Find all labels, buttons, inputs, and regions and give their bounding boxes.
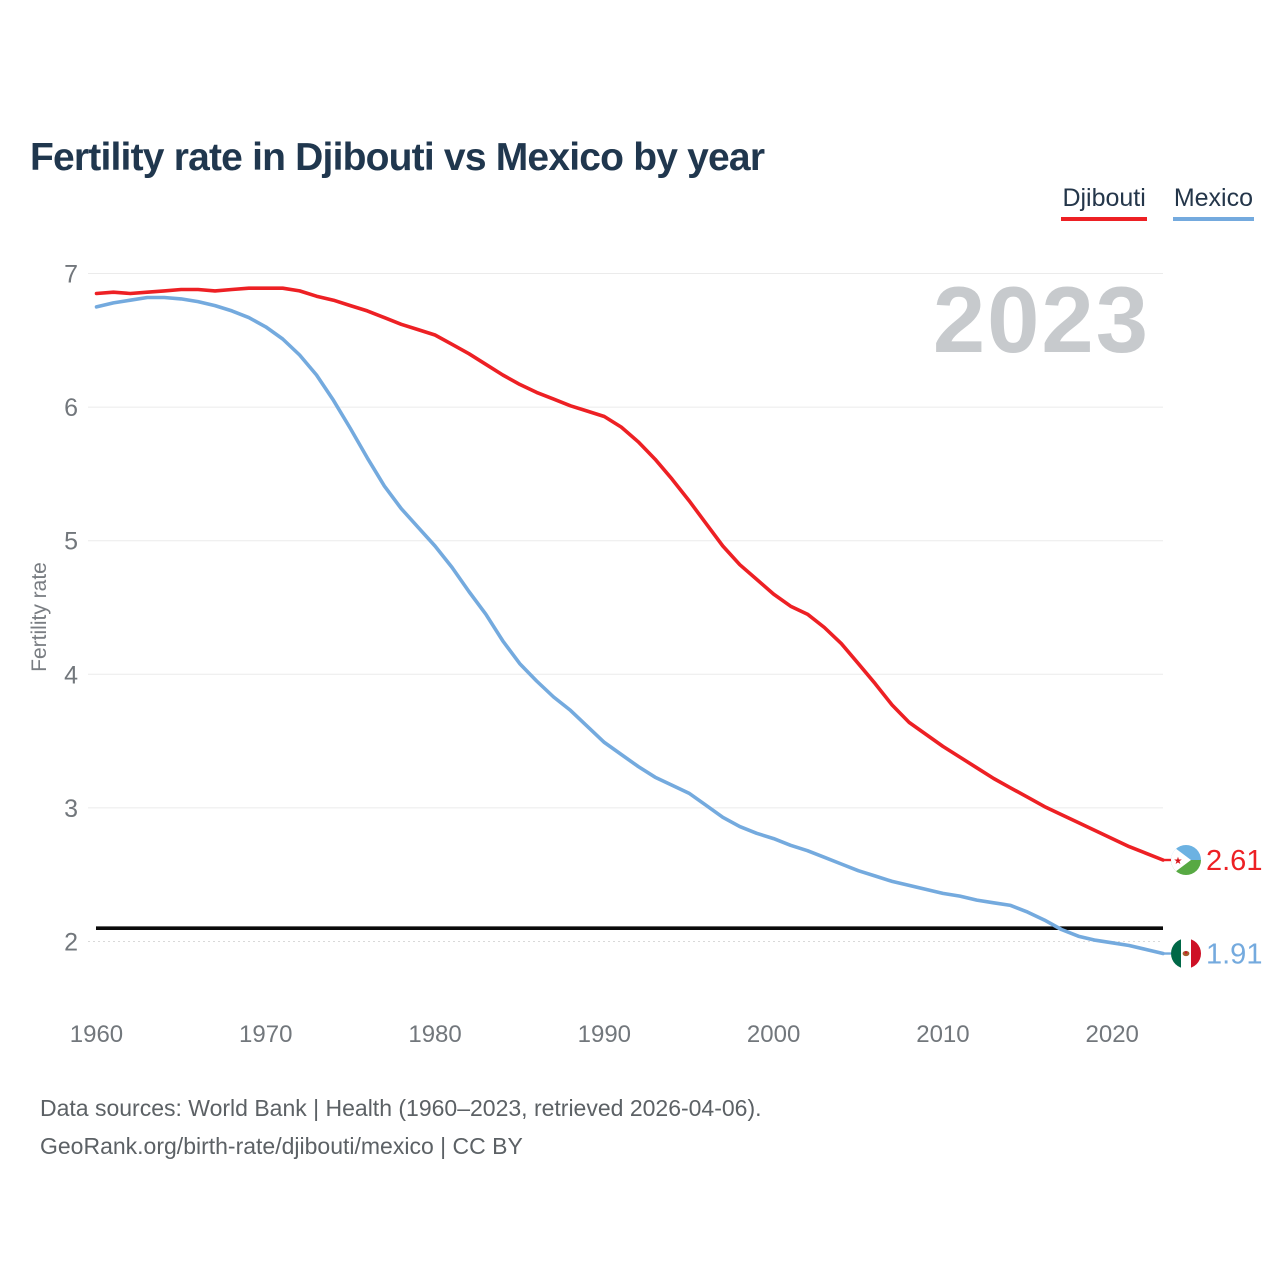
legend-item-djibouti[interactable]: Djibouti	[1061, 184, 1147, 221]
legend-item-mexico[interactable]: Mexico	[1172, 184, 1254, 221]
djibouti-flag-icon: ★	[1171, 845, 1201, 876]
legend: Djibouti Mexico	[1061, 184, 1254, 221]
x-tick-label: 2020	[1086, 1021, 1139, 1048]
svg-text:★: ★	[1174, 856, 1183, 867]
x-tick-label: 1970	[239, 1021, 292, 1048]
y-tick-label: 4	[64, 661, 78, 689]
y-tick-label: 5	[64, 528, 78, 556]
end-value-label-mexico: 1.91	[1206, 939, 1262, 971]
chart-footer: Data sources: World Bank | Health (1960–…	[40, 1089, 762, 1165]
y-tick-label: 7	[64, 261, 78, 289]
y-tick-label: 2	[64, 929, 78, 957]
series-line-mexico	[94, 295, 1165, 956]
y-axis-label: Fertility rate	[28, 562, 51, 672]
legend-label-djibouti: Djibouti	[1062, 184, 1146, 212]
page-title: Fertility rate in Djibouti vs Mexico by …	[30, 136, 765, 180]
x-tick-label: 1990	[578, 1021, 631, 1048]
x-tick-label: 1960	[70, 1021, 123, 1048]
end-value-label-djibouti: 2.61	[1206, 845, 1262, 877]
x-tick-label: 1980	[408, 1021, 461, 1048]
watermark-year: 2023	[933, 267, 1150, 372]
x-tick-label: 2010	[916, 1021, 969, 1048]
mexico-flag-icon	[1171, 938, 1201, 969]
footer-sources: Data sources: World Bank | Health (1960–…	[40, 1095, 762, 1121]
series-line-djibouti	[94, 286, 1165, 862]
x-tick-label: 2000	[747, 1021, 800, 1048]
y-tick-label: 6	[64, 394, 78, 422]
legend-label-mexico: Mexico	[1173, 184, 1253, 212]
footer-attribution: GeoRank.org/birth-rate/djibouti/mexico |…	[40, 1133, 523, 1159]
y-tick-label: 3	[64, 795, 78, 823]
